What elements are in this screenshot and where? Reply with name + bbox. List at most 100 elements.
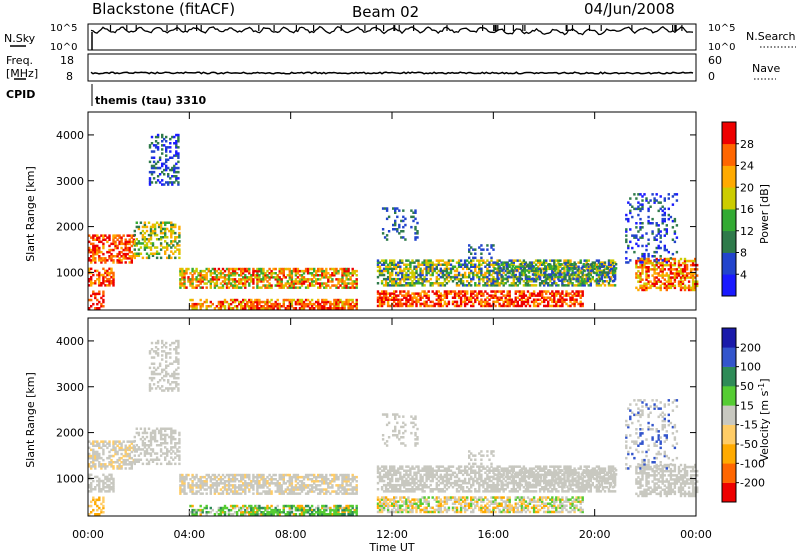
power-cell: [659, 207, 662, 211]
power-cell: [386, 304, 390, 308]
power-cell: [659, 270, 662, 273]
power-cell: [94, 252, 97, 256]
power-cell: [378, 269, 382, 273]
power-cell: [104, 275, 107, 279]
power-cell: [558, 279, 561, 282]
power-cell: [508, 284, 511, 287]
power-cell: [306, 280, 310, 283]
power-cell: [525, 277, 529, 280]
power-cell: [500, 304, 503, 308]
power-cell: [402, 219, 405, 223]
power-cell: [112, 284, 115, 287]
power-cell: [506, 261, 509, 264]
power-cell: [98, 292, 101, 296]
power-cell: [474, 282, 477, 285]
power-cell: [159, 227, 163, 231]
power-cell: [122, 248, 125, 252]
power-cell: [673, 276, 677, 279]
velocity-cell: [315, 488, 318, 491]
power-cell: [667, 207, 670, 211]
power-cell: [355, 305, 358, 308]
power-cell: [149, 233, 153, 237]
power-cell: [443, 269, 447, 273]
power-cell: [341, 280, 344, 283]
power-cell: [221, 284, 225, 287]
power-cell: [455, 273, 459, 277]
power-cell: [310, 280, 314, 283]
power-cell: [611, 273, 615, 277]
velocity-cell: [266, 492, 269, 495]
velocity-cell: [108, 486, 111, 489]
power-cell: [413, 284, 416, 287]
power-cell: [566, 269, 569, 272]
velocity-cell: [203, 482, 206, 485]
velocity-cell: [290, 478, 294, 481]
power-cell: [535, 277, 539, 280]
power-cell: [661, 270, 664, 273]
velocity-cell: [158, 372, 162, 376]
power-cell: [472, 273, 475, 277]
power-cell: [543, 267, 546, 271]
power-cell: [407, 298, 410, 301]
power-cell: [586, 279, 589, 282]
velocity-cell: [292, 473, 296, 477]
power-cell: [333, 284, 336, 287]
velocity-cell: [154, 368, 158, 372]
power-cell: [403, 290, 406, 293]
power-cell: [170, 221, 173, 224]
velocity-cell: [177, 387, 180, 390]
power-cell: [649, 222, 652, 225]
power-cell: [415, 280, 418, 283]
power-cell: [541, 292, 544, 295]
power-cell: [395, 263, 398, 266]
power-cell: [170, 250, 173, 253]
velocity-cell: [231, 475, 235, 479]
power-cell: [611, 263, 615, 266]
power-cell: [457, 261, 461, 264]
power-cell: [183, 274, 186, 277]
power-cell: [679, 278, 683, 281]
power-cell: [663, 199, 666, 202]
power-cell: [399, 265, 402, 268]
velocity-cell: [92, 444, 95, 447]
velocity-cell: [108, 456, 111, 460]
power-cell: [468, 296, 471, 299]
power-cell: [545, 282, 548, 285]
power-cell: [435, 290, 438, 293]
power-cell: [559, 304, 562, 308]
power-cell: [581, 273, 584, 277]
power-cell: [488, 271, 491, 275]
velocity-cell: [345, 475, 348, 479]
power-cell: [215, 282, 219, 285]
power-cell: [657, 244, 660, 248]
power-cell: [205, 307, 208, 310]
power-cell: [551, 277, 554, 281]
power-cell: [219, 276, 223, 279]
power-cell: [225, 286, 229, 289]
power-cell: [635, 263, 638, 267]
velocity-cell: [349, 492, 352, 495]
velocity-cell: [313, 480, 316, 483]
power-cell: [405, 273, 408, 277]
power-cell: [435, 277, 438, 281]
power-cell: [476, 294, 479, 297]
power-cell: [414, 238, 417, 241]
power-cell: [233, 305, 237, 308]
velocity-cell: [147, 427, 151, 430]
power-cell: [480, 259, 483, 262]
power-cell: [396, 207, 399, 210]
power-cell: [583, 273, 586, 277]
power-cell: [524, 282, 528, 285]
power-cell: [445, 263, 449, 266]
power-cell: [110, 267, 113, 271]
power-cell: [170, 231, 173, 235]
velocity-cell: [215, 488, 219, 491]
power-cell: [92, 302, 95, 306]
power-cell: [689, 274, 693, 277]
velocity-cell: [254, 482, 257, 485]
velocity-cell: [262, 473, 265, 477]
power-cell: [484, 261, 487, 264]
velocity-cell: [323, 478, 326, 481]
colorbar-segment: [722, 274, 736, 297]
power-cell: [573, 273, 576, 277]
